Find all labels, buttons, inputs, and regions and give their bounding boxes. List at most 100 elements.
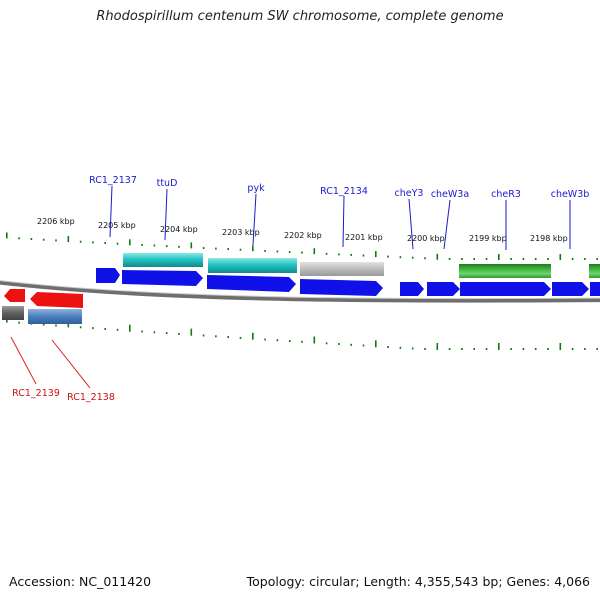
minor-tick <box>276 339 279 342</box>
feature-band-dark-grey[interactable] <box>2 306 24 320</box>
cds-arrow-reverse[interactable] <box>4 289 25 302</box>
gene-label[interactable]: RC1_2139 <box>12 388 60 399</box>
minor-tick <box>165 332 168 335</box>
minor-tick <box>264 338 266 341</box>
minor-tick <box>510 348 512 350</box>
gene-label[interactable]: RC1_2134 <box>320 186 368 197</box>
minor-tick <box>79 240 82 243</box>
major-tick <box>498 254 500 260</box>
genome-stats-text: Topology: circular; Length: 4,355,543 bp… <box>246 574 590 589</box>
gene-label[interactable]: cheW3a <box>431 189 469 200</box>
cds-arrow-reverse[interactable] <box>30 292 83 308</box>
minor-tick <box>239 248 242 251</box>
minor-tick <box>215 247 217 250</box>
minor-tick <box>178 245 180 248</box>
minor-tick <box>584 258 586 260</box>
minor-tick <box>153 244 156 247</box>
minor-tick <box>399 256 402 259</box>
chromosome-backbone-highlight <box>0 280 600 300</box>
minor-tick <box>338 343 340 345</box>
gene-label[interactable]: cheY3 <box>395 188 424 199</box>
leader-line <box>10 336 37 385</box>
cds-arrow-forward[interactable] <box>300 279 383 296</box>
cds-arrow-forward[interactable] <box>122 270 203 286</box>
major-tick <box>252 245 254 252</box>
major-tick <box>129 324 131 332</box>
minor-tick <box>510 258 512 260</box>
scale-label: 2203 kbp <box>222 228 260 237</box>
minor-tick <box>596 348 598 350</box>
minor-tick <box>288 251 291 254</box>
minor-tick <box>301 251 303 254</box>
minor-tick <box>55 239 57 242</box>
scale-label: 2198 kbp <box>530 234 568 243</box>
minor-tick <box>547 258 549 260</box>
minor-tick <box>571 258 574 260</box>
minor-tick <box>424 257 426 260</box>
minor-tick <box>473 348 475 350</box>
feature-band-green[interactable] <box>589 264 600 278</box>
gene-label[interactable]: pyk <box>247 183 265 194</box>
minor-tick <box>522 258 525 260</box>
gene-label[interactable]: cheR3 <box>491 189 521 200</box>
minor-tick <box>92 241 94 244</box>
scale-label: 2206 kbp <box>37 217 75 226</box>
minor-tick <box>461 258 463 260</box>
tick-row-bottom <box>6 315 598 350</box>
gene-label[interactable]: RC1_2138 <box>67 392 115 403</box>
major-tick <box>559 343 562 350</box>
minor-tick <box>485 348 488 350</box>
feature-band-teal[interactable] <box>123 253 203 267</box>
scale-label: 2204 kbp <box>160 225 198 234</box>
minor-tick <box>571 348 574 350</box>
minor-tick <box>30 238 33 240</box>
feature-band-green[interactable] <box>459 264 551 278</box>
minor-tick <box>485 258 488 260</box>
leader-line <box>408 198 414 250</box>
minor-tick <box>92 327 94 330</box>
cds-arrow-forward[interactable] <box>590 282 600 296</box>
gene-label[interactable]: cheW3b <box>551 189 590 200</box>
scale-label: 2205 kbp <box>98 221 136 230</box>
minor-tick <box>42 238 45 241</box>
minor-tick <box>325 252 328 255</box>
minor-tick <box>42 323 45 326</box>
cds-arrow-forward[interactable] <box>400 282 424 296</box>
minor-tick <box>202 334 205 337</box>
minor-tick <box>141 330 143 333</box>
tick-row-top <box>6 232 598 260</box>
minor-tick <box>141 243 143 246</box>
cds-arrow-forward[interactable] <box>427 282 460 296</box>
gene-label[interactable]: RC1_2137 <box>89 175 137 186</box>
cds-arrow-forward[interactable] <box>96 268 120 283</box>
scale-label: 2202 kbp <box>284 231 322 240</box>
minor-tick <box>522 348 525 350</box>
cds-arrow-forward[interactable] <box>552 282 589 296</box>
minor-tick <box>18 321 20 324</box>
cds-arrow-forward[interactable] <box>207 275 296 292</box>
major-tick <box>559 254 562 260</box>
minor-tick <box>362 344 365 347</box>
minor-tick <box>178 332 180 335</box>
minor-tick <box>534 258 537 260</box>
major-tick <box>313 248 316 255</box>
minor-tick <box>104 328 106 330</box>
feature-band-teal[interactable] <box>208 258 297 273</box>
minor-tick <box>448 348 451 350</box>
map-title: Rhodospirillum centenum SW chromosome, c… <box>96 9 504 24</box>
feature-band-grey[interactable] <box>300 262 384 276</box>
minor-tick <box>411 347 414 350</box>
minor-tick <box>116 242 119 245</box>
minor-tick <box>116 328 119 331</box>
leader-line <box>164 188 168 241</box>
minor-tick <box>424 348 426 350</box>
minor-tick <box>387 346 389 348</box>
gene-label[interactable]: ttuD <box>157 178 178 189</box>
minor-tick <box>104 242 106 244</box>
major-tick <box>375 251 377 258</box>
minor-tick <box>18 237 20 240</box>
feature-band-steel[interactable] <box>28 309 82 324</box>
minor-tick <box>596 258 598 260</box>
minor-tick <box>387 255 389 258</box>
cds-arrow-forward[interactable] <box>460 282 551 296</box>
